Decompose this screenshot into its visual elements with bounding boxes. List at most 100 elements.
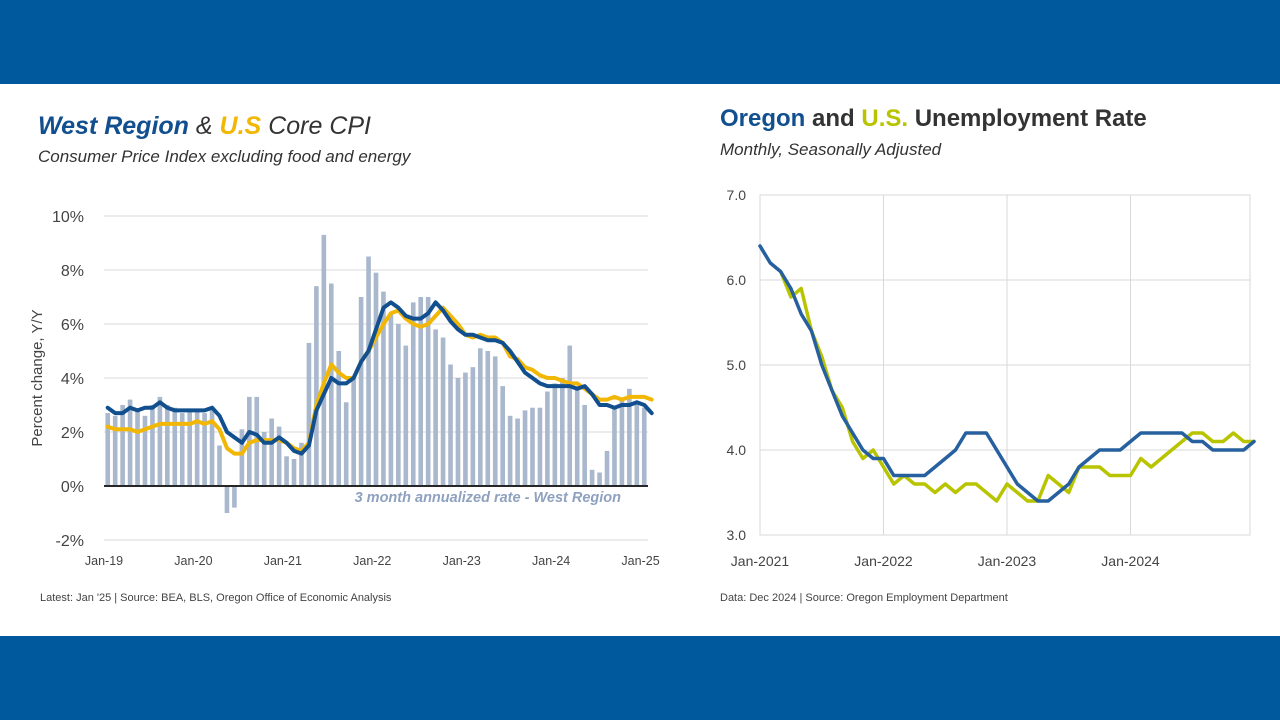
cpi-bar bbox=[396, 324, 401, 486]
cpi-bar bbox=[403, 345, 409, 486]
cpi-bar bbox=[321, 234, 327, 486]
unemp-x-tick: Jan-2022 bbox=[854, 553, 913, 569]
cpi-bar bbox=[202, 413, 207, 486]
cpi-bar bbox=[597, 472, 602, 486]
cpi-bar bbox=[388, 313, 394, 486]
unemp-title-us: U.S. bbox=[861, 105, 909, 132]
cpi-bar bbox=[507, 415, 513, 486]
cpi-bar bbox=[567, 345, 573, 486]
unemp-x-tick: Jan-2021 bbox=[731, 553, 790, 569]
cpi-bar bbox=[492, 356, 498, 486]
cpi-bar bbox=[328, 283, 334, 486]
cpi-bar bbox=[410, 302, 416, 486]
cpi-bar bbox=[209, 407, 215, 486]
cpi-bar bbox=[627, 388, 632, 486]
unemp-source: Data: Dec 2024 | Source: Oregon Employme… bbox=[720, 592, 1008, 604]
cpi-y-tick: 4% bbox=[61, 371, 84, 388]
cpi-bar bbox=[448, 364, 453, 486]
cpi-y-axis-label: Percent change, Y/Y bbox=[29, 309, 46, 446]
cpi-bar bbox=[381, 291, 386, 486]
cpi-bar bbox=[358, 297, 364, 486]
cpi-bar bbox=[418, 297, 424, 486]
cpi-bar bbox=[120, 405, 125, 486]
cpi-bar bbox=[343, 402, 349, 486]
cpi-bar bbox=[299, 442, 304, 486]
cpi-bar bbox=[574, 386, 580, 486]
cpi-bar bbox=[425, 297, 431, 486]
cpi-title-amp: & bbox=[195, 112, 213, 140]
cpi-bar bbox=[150, 405, 155, 486]
cpi-y-tick: 10% bbox=[52, 209, 84, 226]
cpi-x-tick: Jan-21 bbox=[264, 554, 302, 568]
cpi-bar bbox=[224, 486, 230, 513]
cpi-bar bbox=[276, 426, 282, 486]
cpi-bar bbox=[433, 329, 438, 486]
west-region-line bbox=[105, 300, 654, 456]
cpi-bar bbox=[127, 399, 133, 486]
cpi-panel: West Region & U.S Core CPI Consumer Pric… bbox=[0, 84, 660, 636]
cpi-bar bbox=[478, 348, 483, 486]
cpi-bar bbox=[284, 456, 289, 486]
cpi-bar bbox=[440, 337, 446, 486]
unemp-title: Oregon and U.S. Unemployment Rate bbox=[720, 105, 1147, 133]
cpi-bar bbox=[142, 415, 148, 486]
cpi-x-tick: Jan-25 bbox=[621, 554, 659, 568]
cpi-bar bbox=[530, 407, 535, 486]
cpi-bar bbox=[306, 342, 312, 486]
cpi-bar bbox=[261, 432, 267, 486]
cpi-bar bbox=[619, 399, 625, 486]
cpi-bar bbox=[217, 445, 222, 486]
unemployment-chart: 7.0 6.0 5.0 4.0 3.0 Jan-2021 Jan-2022 Jan-2023 J… bbox=[727, 187, 1256, 569]
cpi-bar bbox=[455, 378, 461, 486]
cpi-bar bbox=[582, 405, 587, 486]
cpi-bar bbox=[537, 407, 543, 486]
cpi-bar bbox=[269, 418, 274, 486]
cpi-bar bbox=[239, 429, 245, 486]
cpi-bar bbox=[172, 407, 178, 486]
cpi-x-tick: Jan-19 bbox=[85, 554, 123, 568]
cpi-y-tick: 0% bbox=[61, 479, 84, 496]
cpi-bar bbox=[112, 415, 118, 486]
cpi-y-tick: 2% bbox=[61, 425, 84, 442]
cpi-bar bbox=[634, 402, 640, 486]
unemp-title-and: and bbox=[812, 105, 855, 132]
cpi-bar bbox=[552, 383, 558, 486]
cpi-title-us: U.S bbox=[219, 112, 262, 140]
cpi-bar bbox=[314, 286, 319, 486]
unemp-title-oregon: Oregon bbox=[720, 105, 806, 132]
cpi-x-tick: Jan-22 bbox=[353, 554, 391, 568]
cpi-title-rest: Core CPI bbox=[268, 112, 371, 140]
cpi-bar bbox=[470, 367, 476, 486]
unemp-title-rest: Unemployment Rate bbox=[914, 105, 1147, 132]
top-band bbox=[0, 0, 1280, 84]
cpi-bar bbox=[373, 272, 379, 486]
cpi-title: West Region & U.S Core CPI bbox=[38, 112, 371, 141]
unemployment-panel: Oregon and U.S. Unemployment Rate Monthl… bbox=[660, 84, 1280, 636]
cpi-y-tick: -2% bbox=[56, 533, 84, 550]
us-unemployment-line bbox=[778, 269, 1256, 503]
unemp-y-tick: 3.0 bbox=[727, 527, 747, 543]
cpi-bar bbox=[559, 378, 565, 486]
cpi-bar bbox=[105, 413, 111, 486]
us-cpi-line bbox=[105, 305, 654, 456]
cpi-bar bbox=[135, 410, 140, 486]
cpi-bar bbox=[194, 410, 200, 486]
cpi-title-west: West Region bbox=[38, 112, 189, 140]
cpi-bar-annotation: 3 month annualized rate - West Region bbox=[355, 490, 622, 506]
cpi-bar bbox=[485, 351, 491, 486]
unemp-x-tick: Jan-2023 bbox=[978, 553, 1037, 569]
cpi-y-tick: 6% bbox=[61, 317, 84, 334]
cpi-bar bbox=[545, 391, 550, 486]
cpi-source: Latest: Jan '25 | Source: BEA, BLS, Oreg… bbox=[40, 592, 392, 604]
unemp-subtitle: Monthly, Seasonally Adjusted bbox=[720, 140, 942, 159]
cpi-bar bbox=[351, 378, 356, 486]
cpi-bar bbox=[179, 413, 185, 486]
cpi-x-tick: Jan-23 bbox=[443, 554, 481, 568]
cpi-bar bbox=[187, 410, 193, 486]
cpi-bar bbox=[612, 407, 617, 486]
cpi-bar bbox=[336, 351, 342, 486]
unemp-y-tick: 7.0 bbox=[727, 187, 747, 203]
cpi-subtitle: Consumer Price Index excluding food and … bbox=[38, 147, 411, 166]
cpi-bar bbox=[157, 396, 163, 486]
cpi-y-tick: 8% bbox=[61, 263, 84, 280]
